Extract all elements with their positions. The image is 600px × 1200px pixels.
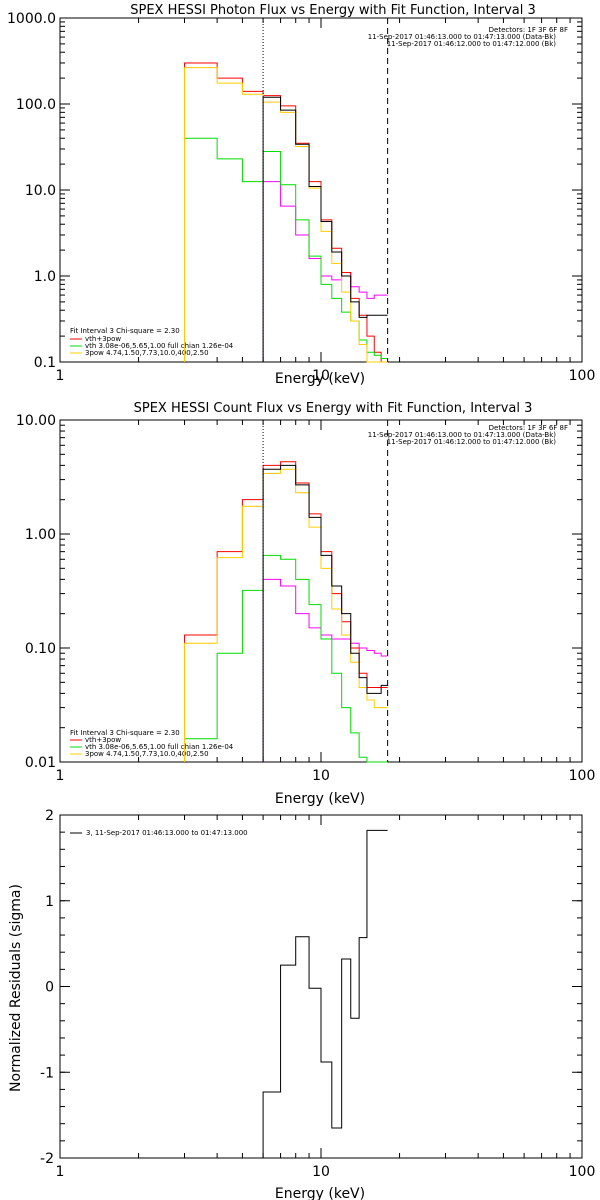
y-tick-label: 1.0	[34, 269, 56, 285]
x-tick-label: 100	[569, 1164, 596, 1180]
background-histogram	[262, 578, 388, 762]
x-tick-label: 1	[56, 368, 65, 384]
y-tick-label: 1000.0	[7, 11, 56, 27]
y-tick-label: 100.0	[16, 97, 56, 113]
data-histogram	[262, 464, 388, 762]
header-detectors: Detectors: 1F 3F 6F 8F	[489, 26, 568, 34]
legend-label-vth-plus-3pow: vth+3pow	[85, 335, 121, 343]
background-histogram	[262, 181, 388, 362]
x-tick-label: 10	[312, 768, 330, 784]
y-tick-label: 0.01	[25, 755, 56, 771]
legend-label-3pow: 3pow 4.74,1.50,7.73,10.0,400,2.50	[85, 750, 209, 758]
plot-frame	[59, 419, 583, 763]
header-detectors: Detectors: 1F 3F 6F 8F	[489, 424, 568, 432]
series-vth-plus-3pow	[184, 461, 388, 762]
series-3pow	[184, 67, 388, 363]
x-tick-label: 1	[56, 1164, 65, 1180]
header-bk-interval: 11-Sep-2017 01:46:12.000 to 01:47:12.000…	[387, 438, 557, 446]
legend-title: Fit Interval 3 Chi-square = 2.30	[70, 729, 180, 737]
y-tick-label: -2	[40, 1151, 54, 1167]
series-3pow	[184, 468, 388, 762]
panel-title: SPEX HESSI Count Flux vs Energy with Fit…	[134, 401, 533, 416]
panel-count-flux: SPEX HESSI Count Flux vs Energy with Fit…	[16, 401, 595, 807]
series-vth	[184, 554, 388, 763]
plot-frame	[59, 814, 583, 1159]
x-tick-label: 10	[312, 1164, 330, 1180]
x-axis-label: Energy (keV)	[275, 1186, 365, 1200]
y-tick-label: 0.1	[34, 355, 56, 371]
legend-title: Fit Interval 3 Chi-square = 2.30	[70, 327, 180, 335]
y-tick-label: 1.00	[25, 527, 56, 543]
y-tick-label: 2	[45, 808, 54, 824]
x-axis-label: Energy (keV)	[275, 371, 365, 387]
y-tick-label: 0.10	[25, 641, 56, 657]
y-tick-label: 10.0	[25, 183, 56, 199]
y-tick-label: 10.00	[16, 413, 56, 429]
header-data-interval: 11-Sep-2017 01:46:13.000 to 01:47:13.000…	[368, 431, 557, 439]
legend-label-vth-plus-3pow: vth+3pow	[85, 736, 121, 744]
data-histogram	[262, 96, 388, 362]
x-tick-label: 100	[569, 368, 596, 384]
x-tick-label: 1	[56, 768, 65, 784]
x-tick-label: 10	[312, 368, 330, 384]
y-tick-label: -1	[40, 1065, 54, 1081]
x-tick-label: 100	[569, 768, 596, 784]
panel-residuals: Normalized Residuals (sigma) Energy (keV…	[8, 808, 595, 1200]
y-tick-label: 1	[45, 894, 54, 910]
header-data-interval: 11-Sep-2017 01:46:13.000 to 01:47:13.000…	[368, 33, 557, 41]
legend: vth+3pow vth 3.08e-06,5.65,1.00 full chi…	[70, 335, 234, 357]
y-axis-label: Normalized Residuals (sigma)	[8, 884, 24, 1092]
legend-label-vth: vth 3.08e-06,5.65,1.00 full chian 1.26e-…	[85, 342, 234, 350]
panel-title: SPEX HESSI Photon Flux vs Energy with Fi…	[130, 3, 536, 18]
legend-label-3pow: 3pow 4.74,1.50,7.73,10.0,400,2.50	[85, 349, 209, 357]
header-bk-interval: 11-Sep-2017 01:46:12.000 to 01:47:12.000…	[387, 40, 557, 48]
y-tick-label: 0	[45, 980, 54, 996]
series-vth	[184, 137, 388, 362]
legend-label-residual: 3, 11-Sep-2017 01:46:13.000 to 01:47:13.…	[86, 829, 248, 837]
legend: vth+3pow vth 3.08e-06,5.65,1.00 full chi…	[70, 736, 234, 758]
panel-photon-flux: SPEX HESSI Photon Flux vs Energy with Fi…	[7, 3, 595, 387]
legend: 3, 11-Sep-2017 01:46:13.000 to 01:47:13.…	[70, 829, 248, 837]
legend-label-vth: vth 3.08e-06,5.65,1.00 full chian 1.26e-…	[85, 743, 234, 751]
residual-histogram	[262, 829, 388, 1158]
x-axis-label: Energy (keV)	[275, 791, 365, 807]
series-vth-plus-3pow	[184, 62, 388, 363]
